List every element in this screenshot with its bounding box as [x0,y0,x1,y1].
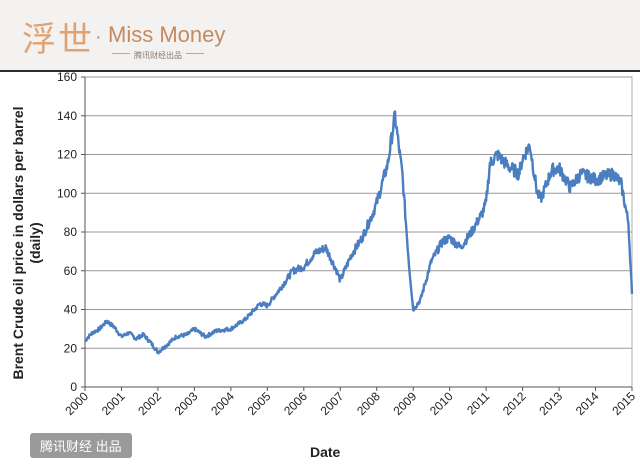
x-tick-label-2000: 2000 [62,389,91,418]
x-tick-label-2009: 2009 [391,389,420,418]
brand-logo-en: Miss Money [108,22,226,47]
brand-logo-dot: · [95,26,102,48]
y-tick-label-20: 20 [64,341,78,355]
brand-logo-cn: 浮世 [22,20,94,60]
y-tick-label-0: 0 [70,380,77,394]
y-tick-label-160: 160 [57,70,77,84]
x-tick-label-2001: 2001 [99,389,128,418]
x-axis-label: Date [310,444,341,460]
x-tick-label-2006: 2006 [281,389,310,418]
y-tick-label-40: 40 [64,303,78,317]
y-axis-label: Brent Crude oil price in dollars per bar… [10,106,43,380]
brand-sub-line-left [112,53,130,54]
brand-banner: 浮世 · Miss Money 腾讯财经出品 [0,0,640,72]
x-tick-label-2002: 2002 [135,389,164,418]
x-tick-label-2011: 2011 [464,389,492,417]
x-tick-label-2003: 2003 [172,389,201,418]
y-tick-label-60: 60 [64,264,78,278]
series-line-brent [84,110,634,355]
x-tick-label-2013: 2013 [536,389,565,418]
x-tick-label-2015: 2015 [609,389,638,418]
y-tick-label-80: 80 [64,225,78,239]
brand-sub-line-right [186,53,204,54]
brand-logo-sub: 腾讯财经出品 [134,51,182,60]
x-tick-label-2012: 2012 [500,389,529,418]
x-tick-label-2007: 2007 [318,389,347,418]
x-tick-label-2004: 2004 [208,389,237,418]
x-tick-label-2010: 2010 [427,389,456,418]
y-tick-label-140: 140 [57,109,77,123]
x-tick-label-2005: 2005 [245,389,274,418]
watermark-badge: 腾讯财经 出品 [30,433,132,458]
x-tick-label-2014: 2014 [573,389,602,418]
x-tick-label-2008: 2008 [354,389,383,418]
y-tick-label-120: 120 [57,148,77,162]
y-tick-label-100: 100 [57,186,77,200]
